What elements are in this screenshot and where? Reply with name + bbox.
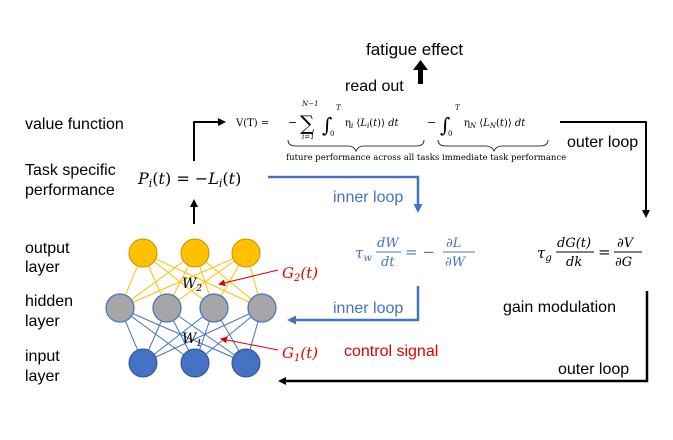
hidden-layer-nodes bbox=[105, 293, 277, 323]
gain-modulation-label: gain modulation bbox=[503, 299, 616, 316]
immediate-caption: immediate task performance bbox=[442, 153, 566, 163]
sum-bottom-limit: i=1 bbox=[302, 133, 315, 141]
input-node bbox=[180, 348, 210, 378]
g1-label: G1(t) bbox=[282, 344, 318, 364]
inner-loop-bottom-arrow bbox=[287, 286, 420, 325]
outer-loop-down-arrow bbox=[560, 121, 650, 218]
performance-to-value-arrow bbox=[193, 118, 226, 161]
g2-control-arrow bbox=[218, 269, 279, 287]
svg-text:dk: dk bbox=[566, 255, 582, 270]
input-layer-label-2: layer bbox=[25, 368, 60, 385]
g2-label: G2(t) bbox=[282, 264, 318, 284]
hidden-node bbox=[105, 293, 135, 323]
sum-top-limit: N−1 bbox=[301, 100, 318, 108]
read-out-arrow bbox=[413, 60, 428, 84]
future-integrand: ηi ⟨Li(t)⟩ dt bbox=[345, 118, 400, 130]
svg-text:dt: dt bbox=[381, 255, 395, 270]
svg-text:τg: τg bbox=[537, 244, 552, 264]
outer-loop-return-arrow bbox=[278, 291, 649, 385]
svg-text:∫: ∫ bbox=[322, 113, 332, 137]
hidden-node bbox=[199, 293, 229, 323]
value-function-equation: V(T) = − ∑ N−1 i=1 ∫ T 0 ηi ⟨Li(t)⟩ dt −… bbox=[235, 100, 566, 163]
future-brace bbox=[287, 139, 425, 153]
value-lhs: V(T) = bbox=[235, 118, 269, 129]
int2-top-limit: T bbox=[455, 104, 461, 112]
svg-text:dW: dW bbox=[377, 236, 400, 251]
hidden-node bbox=[152, 293, 182, 323]
svg-text:= −: = − bbox=[405, 243, 435, 261]
svg-text:−: − bbox=[288, 116, 297, 129]
svg-text:=: = bbox=[598, 243, 611, 261]
svg-text:Pi(t) = −Li(t): Pi(t) = −Li(t) bbox=[137, 169, 241, 190]
future-caption: future performance across all tasks bbox=[286, 153, 439, 163]
w1-label: W1 bbox=[182, 331, 202, 349]
input-layer-nodes bbox=[128, 348, 261, 378]
svg-text:∫: ∫ bbox=[440, 113, 450, 137]
immediate-brace bbox=[437, 139, 549, 153]
inner-loop-top-label: inner loop bbox=[333, 189, 404, 206]
svg-text:τw: τw bbox=[355, 244, 372, 264]
read-out-label: read out bbox=[345, 78, 404, 95]
control-signal-label: control signal bbox=[344, 343, 439, 360]
svg-text:∂G: ∂G bbox=[615, 255, 632, 270]
output-node bbox=[231, 238, 261, 268]
output-node bbox=[180, 238, 210, 268]
gain-update-equation: τg dG(t) dk = ∂V ∂G bbox=[537, 236, 642, 270]
hidden-layer-label-2: layer bbox=[25, 313, 60, 330]
outer-loop-bottom-label: outer loop bbox=[558, 361, 630, 378]
input-node bbox=[128, 348, 158, 378]
weight-update-equation: τw dW dt = − ∂L ∂W bbox=[355, 236, 475, 270]
hidden-node bbox=[247, 293, 277, 323]
performance-equation: Pi(t) = −Li(t) bbox=[137, 169, 241, 190]
inner-loop-bottom-label: inner loop bbox=[333, 300, 404, 317]
int-top-limit: T bbox=[336, 104, 342, 112]
output-layer-nodes bbox=[128, 238, 261, 268]
svg-text:−: − bbox=[427, 116, 436, 129]
inner-loop-top-arrow bbox=[268, 175, 423, 213]
outer-loop-top-label: outer loop bbox=[567, 134, 639, 151]
svg-text:∂L: ∂L bbox=[446, 236, 461, 251]
input-layer-label-1: input bbox=[25, 348, 60, 365]
task-specific-label-2: performance bbox=[25, 182, 115, 199]
hidden-layer-label-1: hidden bbox=[25, 293, 74, 310]
output-layer-label-2: layer bbox=[25, 259, 60, 276]
task-specific-label-1: Task specific bbox=[25, 162, 116, 179]
int2-bottom-limit: 0 bbox=[448, 130, 452, 138]
output-layer-label-1: output bbox=[25, 240, 70, 257]
g1-control-arrow bbox=[220, 336, 279, 351]
fatigue-effect-label: fatigue effect bbox=[366, 40, 464, 59]
svg-text:dG(t): dG(t) bbox=[557, 236, 591, 251]
input-node bbox=[231, 348, 261, 378]
svg-text:∂W: ∂W bbox=[445, 255, 467, 270]
int-bottom-limit: 0 bbox=[330, 130, 334, 138]
output-node bbox=[128, 238, 158, 268]
value-function-label: value function bbox=[25, 116, 124, 133]
svg-text:∑: ∑ bbox=[300, 111, 315, 135]
immediate-integrand: ηN ⟨LN(t)⟩ dt bbox=[464, 118, 526, 130]
svg-text:∂V: ∂V bbox=[617, 236, 635, 251]
